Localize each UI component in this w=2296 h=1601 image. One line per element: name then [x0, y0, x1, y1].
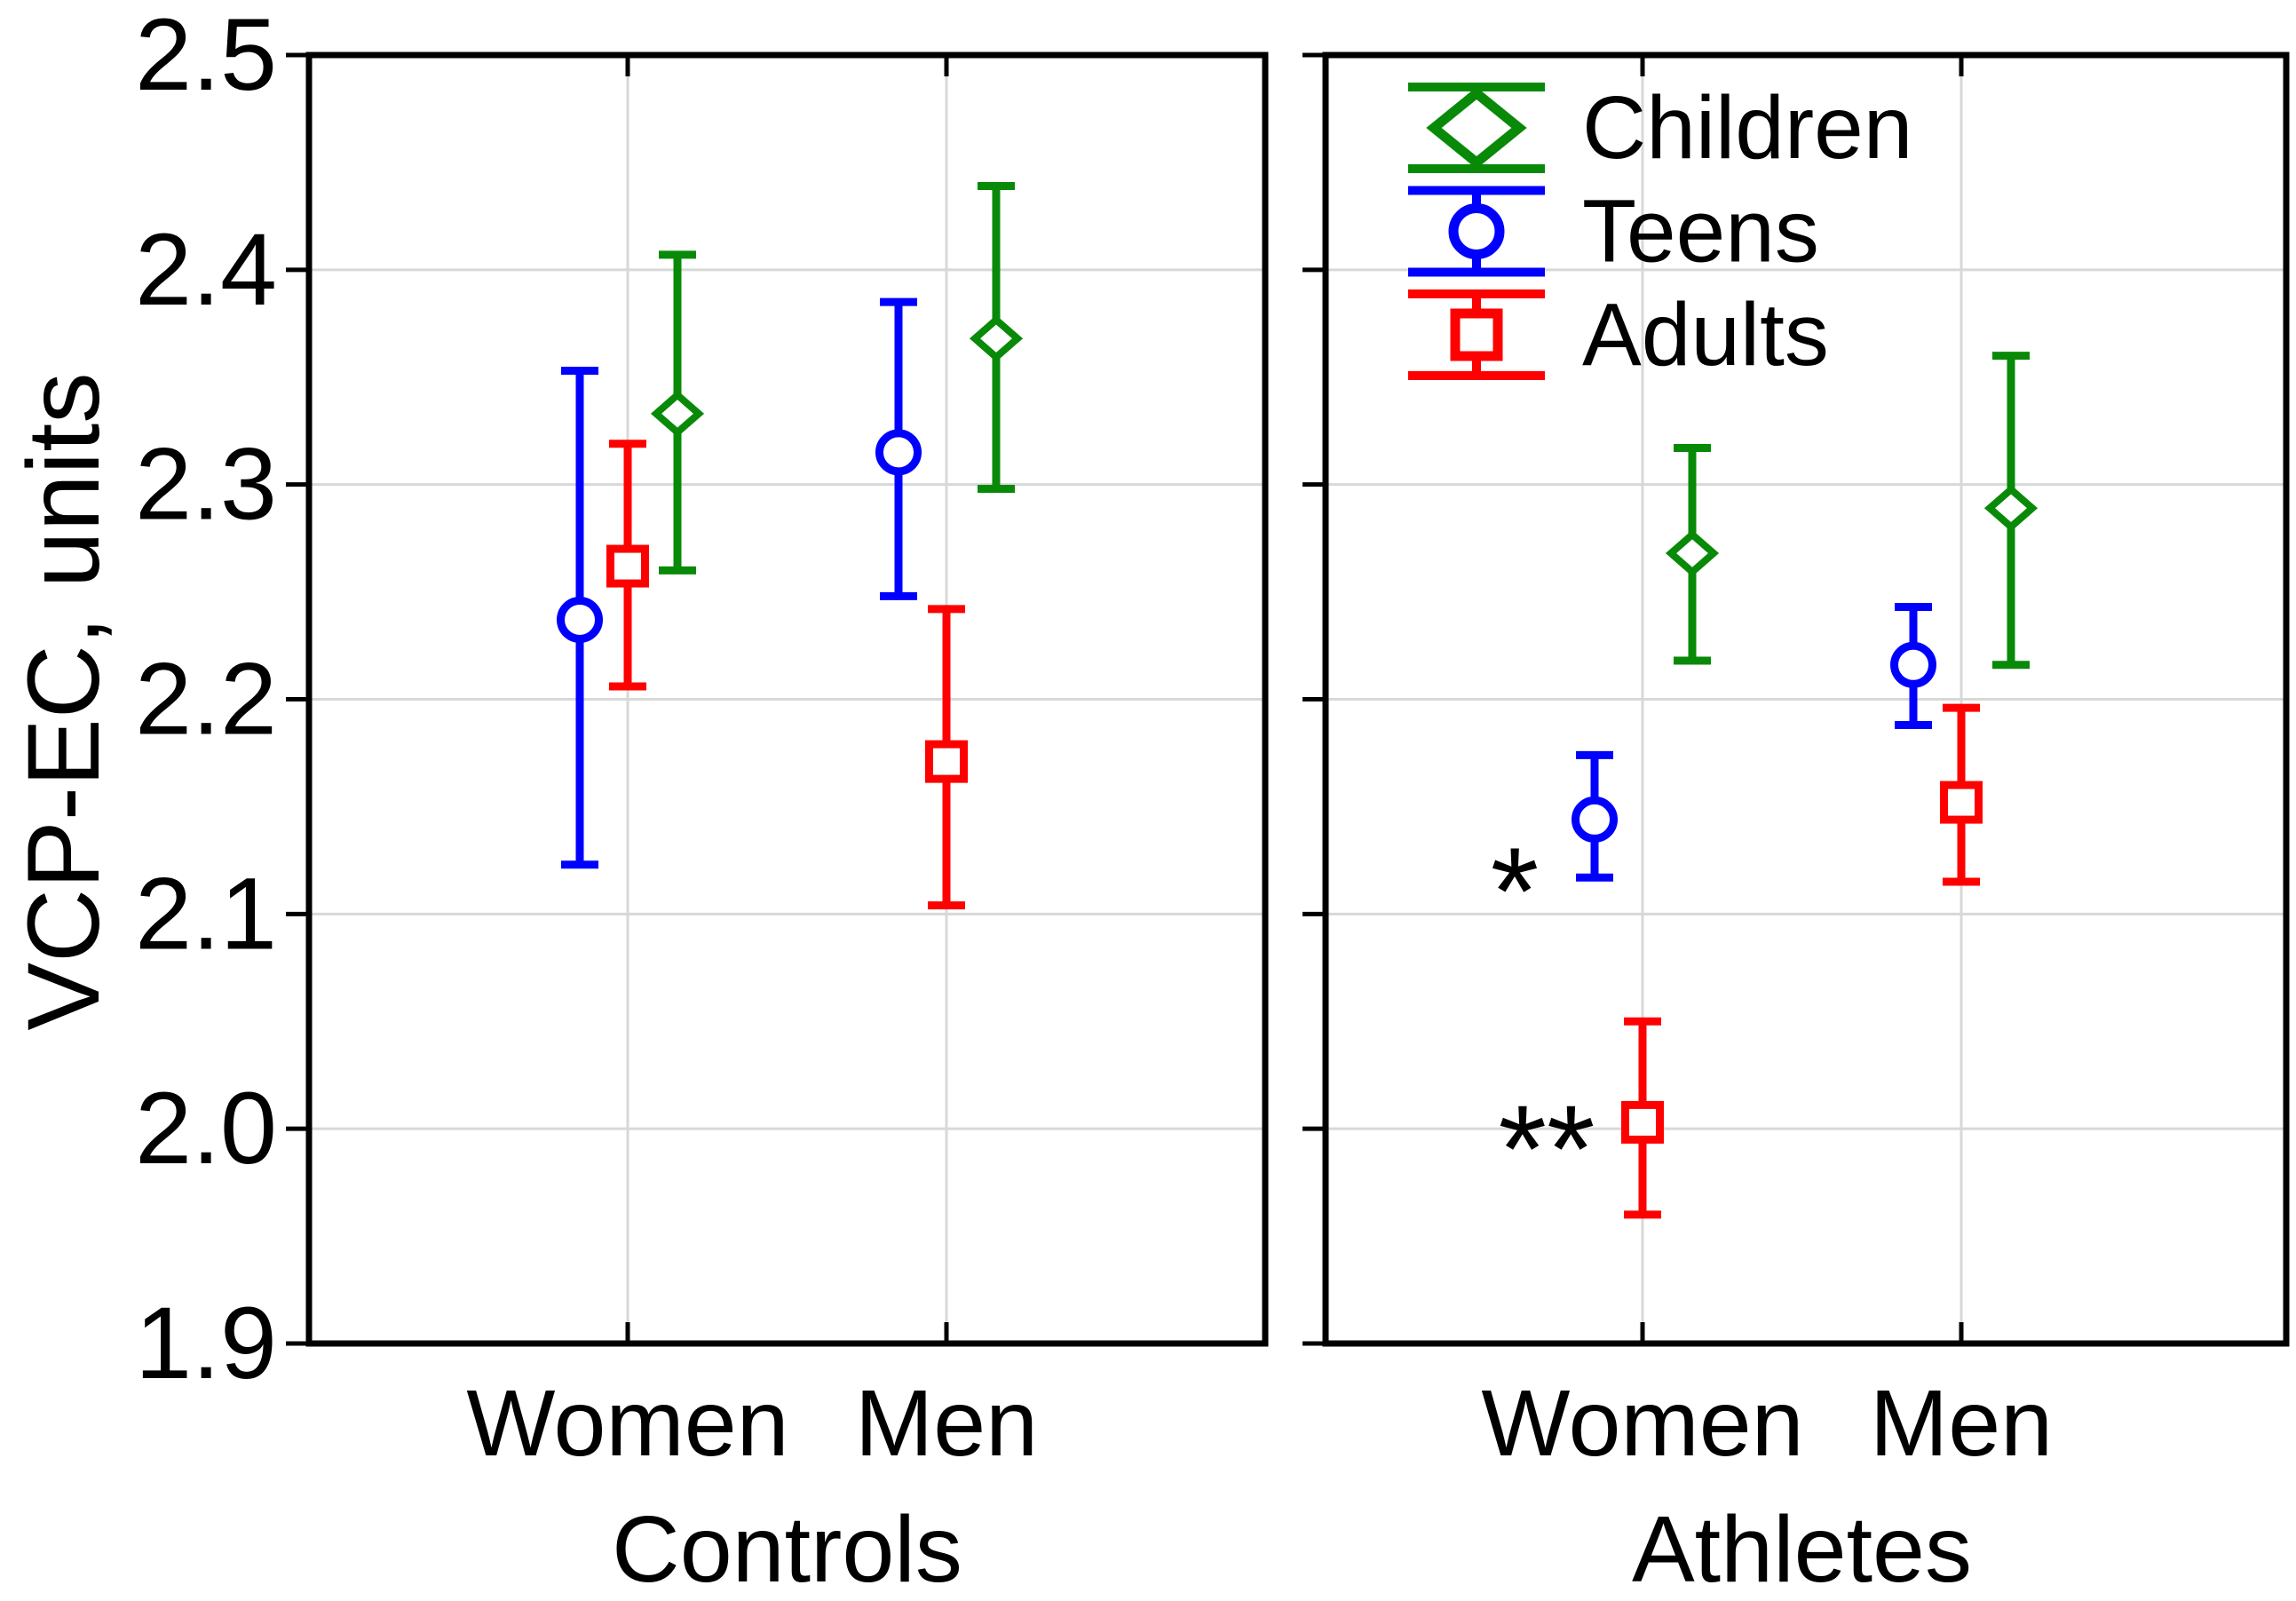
marker-children-controls-women — [650, 390, 705, 438]
legend-marker-circle — [1448, 203, 1505, 259]
marker-children-athletes-women — [1665, 529, 1720, 577]
legend-label: Children — [1582, 78, 1912, 178]
legend-marker-diamond — [1426, 86, 1527, 170]
category-label: Women — [1481, 1371, 1803, 1476]
marker-teens-athletes-women — [1572, 796, 1618, 843]
marker-teens-athletes-men — [1890, 641, 1936, 688]
marker-children-athletes-men — [1983, 484, 2039, 532]
marker-teens-controls-women — [557, 597, 603, 644]
legend-label: Teens — [1582, 182, 1819, 281]
y-tick-label: 2.5 — [135, 0, 277, 112]
y-tick-label: 2.1 — [135, 857, 277, 971]
marker-adults-controls-women — [606, 544, 649, 588]
category-label: Men — [1870, 1371, 2053, 1476]
y-tick-label: 2.3 — [135, 428, 277, 542]
significance-annotation: * — [1491, 821, 1539, 961]
y-tick-label: 2.2 — [135, 643, 277, 757]
category-label: Men — [855, 1371, 1038, 1476]
legend-marker-square — [1450, 308, 1503, 361]
legend-label: Adults — [1582, 285, 1829, 384]
y-tick-label: 2.0 — [135, 1072, 277, 1185]
y-axis-title: VCP-EC, units — [7, 372, 121, 1030]
panel-label: Athletes — [1632, 1497, 1972, 1597]
significance-annotation: ** — [1499, 1079, 1595, 1218]
marker-children-controls-men — [969, 314, 1024, 362]
panel-label: Controls — [612, 1497, 962, 1597]
marker-adults-controls-men — [925, 740, 968, 783]
y-tick-label: 2.4 — [135, 213, 277, 327]
marker-teens-controls-men — [875, 429, 922, 476]
y-tick-label: 1.9 — [135, 1287, 277, 1400]
marker-adults-athletes-women — [1621, 1100, 1664, 1144]
marker-adults-athletes-men — [1940, 781, 1983, 824]
category-label: Women — [466, 1371, 788, 1476]
